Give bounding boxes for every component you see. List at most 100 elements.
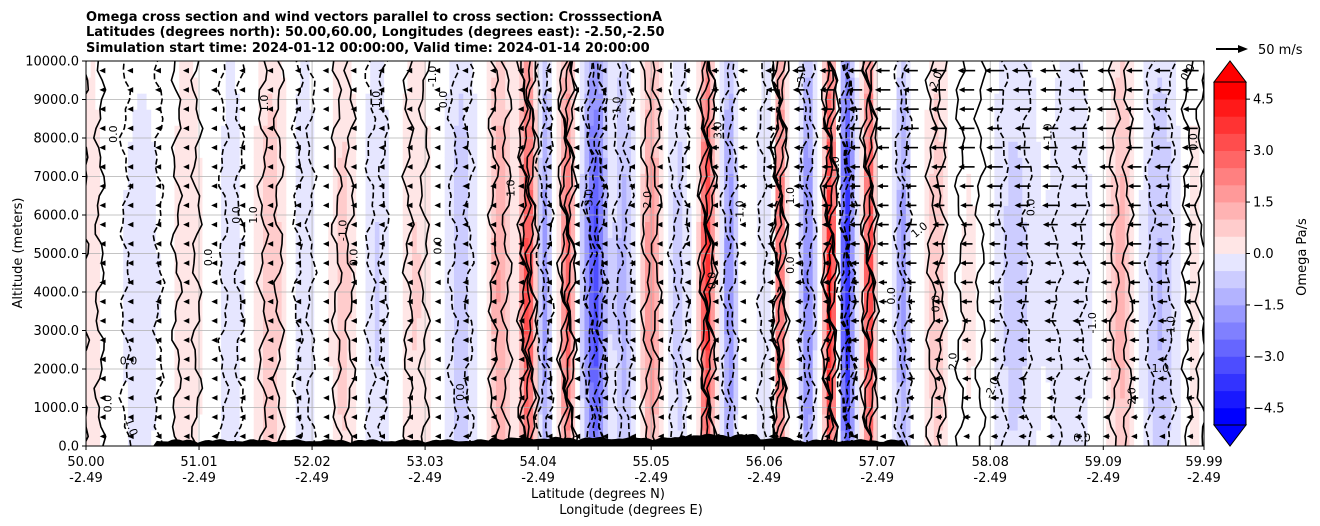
omega-cell (356, 349, 362, 367)
omega-cell (1008, 349, 1014, 367)
omega-cell (393, 269, 399, 287)
omega-cell (789, 109, 795, 126)
omega-cell (714, 125, 721, 142)
omega-cell (868, 125, 874, 142)
omega-cell (798, 365, 804, 383)
omega-cell (146, 221, 152, 239)
omega-cell (221, 237, 227, 255)
omega-cell (370, 93, 376, 110)
omega-cell (933, 109, 940, 126)
omega-cell (90, 413, 96, 431)
omega-cell (398, 349, 404, 367)
omega-cell (463, 125, 469, 142)
omega-cell (467, 365, 474, 383)
omega-cell (719, 365, 725, 383)
omega-cell (817, 333, 823, 351)
omega-cell (90, 301, 96, 319)
omega-cell (873, 317, 879, 335)
omega-cell (938, 381, 944, 399)
omega-cell (132, 141, 138, 158)
omega-cell (966, 365, 972, 383)
omega-cell (86, 189, 92, 206)
omega-cell (724, 189, 730, 206)
omega-cell (728, 381, 735, 399)
omega-cell (407, 333, 413, 351)
omega-cell (826, 157, 832, 174)
omega-cell (686, 381, 693, 399)
omega-cell (798, 285, 804, 303)
omega-cell (132, 253, 138, 271)
omega-cell (742, 397, 749, 415)
omega-cell (570, 269, 576, 287)
omega-cell (691, 317, 697, 335)
omega-cell (1040, 381, 1047, 399)
omega-cell (300, 77, 306, 94)
omega-cell (486, 61, 492, 78)
omega-cell (812, 157, 818, 174)
omega-cell (412, 61, 418, 78)
omega-cell (188, 77, 194, 94)
omega-cell (370, 397, 376, 415)
omega-cell (472, 301, 478, 319)
omega-cell (127, 221, 134, 239)
omega-cell (188, 189, 194, 206)
omega-cell (658, 317, 665, 335)
omega-cell (780, 349, 786, 367)
omega-cell (1050, 173, 1056, 190)
omega-cell (947, 77, 954, 94)
omega-cell (123, 349, 129, 367)
omega-cell (971, 157, 977, 174)
omega-cell (579, 93, 586, 110)
omega-cell (766, 301, 772, 319)
omega-cell (435, 109, 441, 126)
omega-cell (831, 77, 837, 94)
omega-cell (1022, 77, 1028, 94)
omega-cell (328, 365, 334, 383)
omega-cell (263, 365, 269, 383)
omega-cell (402, 429, 409, 446)
omega-cell (481, 157, 488, 174)
omega-cell (570, 381, 576, 399)
omega-cell (263, 269, 269, 287)
omega-cell (1036, 253, 1042, 271)
omega-cell (561, 429, 567, 446)
omega-cell (239, 93, 245, 110)
omega-cell (1031, 93, 1037, 110)
omega-cell (724, 141, 730, 158)
omega-cell (635, 301, 641, 319)
omega-cell (621, 429, 627, 446)
omega-cell (430, 237, 436, 255)
omega-cell (617, 125, 623, 142)
omega-cell (1017, 333, 1023, 351)
omega-cell (160, 93, 166, 110)
omega-cell (370, 301, 376, 319)
omega-cell (221, 413, 227, 431)
omega-cell (686, 285, 693, 303)
omega-cell (714, 365, 721, 383)
omega-cell (472, 109, 478, 126)
omega-cell (817, 381, 823, 399)
omega-cell (463, 237, 469, 255)
omega-cell (211, 429, 218, 446)
omega-cell (999, 61, 1005, 78)
omega-cell (141, 301, 148, 319)
omega-cell (495, 333, 502, 351)
omega-cell (551, 413, 558, 431)
omega-cell (626, 285, 632, 303)
omega-cell (295, 333, 301, 351)
omega-cell (165, 237, 171, 255)
omega-cell (1017, 349, 1023, 367)
omega-cell (612, 237, 618, 255)
omega-cell (202, 429, 208, 446)
omega-cell (365, 109, 371, 126)
omega-cell (575, 221, 581, 239)
omega-cell (640, 333, 646, 351)
omega-cell (230, 381, 236, 399)
omega-cell (877, 189, 884, 206)
omega-cell (663, 317, 669, 335)
omega-cell (295, 365, 301, 383)
omega-cell (235, 221, 241, 239)
omega-cell (505, 125, 511, 142)
omega-cell (244, 221, 250, 239)
omega-cell (95, 109, 101, 126)
